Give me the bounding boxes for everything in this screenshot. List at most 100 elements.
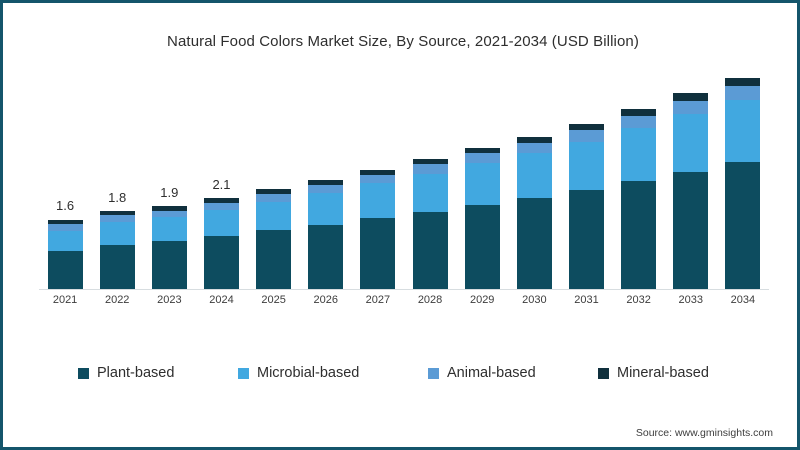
x-tick-label: 2032 bbox=[626, 294, 651, 306]
bar-segment-animal-based[interactable] bbox=[308, 185, 344, 194]
bar-segment-mineral-based[interactable] bbox=[256, 189, 292, 194]
bar-segment-mineral-based[interactable] bbox=[516, 136, 552, 143]
bar-segment-animal-based[interactable] bbox=[360, 174, 396, 184]
bar-segment-microbial-based[interactable] bbox=[412, 173, 448, 212]
plot-area: 1.6 1.8 1.9 2.1 bbox=[39, 63, 769, 289]
bar-segment-animal-based[interactable] bbox=[725, 86, 761, 101]
bar-segment-animal-based[interactable] bbox=[464, 153, 500, 164]
legend-swatch-icon bbox=[78, 367, 89, 379]
x-tick-label: 2024 bbox=[209, 294, 234, 306]
bar-column[interactable] bbox=[673, 93, 709, 289]
legend-item-plant-based[interactable]: Plant-based bbox=[78, 365, 174, 381]
bar-segment-mineral-based[interactable] bbox=[204, 197, 239, 203]
bar-stack bbox=[621, 108, 657, 289]
bar-segment-microbial-based[interactable] bbox=[360, 183, 396, 219]
bar-segment-plant-based[interactable] bbox=[725, 162, 761, 289]
bar-column[interactable] bbox=[360, 169, 396, 289]
bar-stack bbox=[360, 169, 396, 289]
bar-segment-mineral-based[interactable] bbox=[725, 78, 761, 87]
chart-legend: Plant-based Microbial-based Animal-based Mi… bbox=[3, 365, 800, 391]
bar-column[interactable]: 1.9 bbox=[151, 185, 187, 289]
bar-segment-plant-based[interactable] bbox=[516, 197, 552, 289]
bar-stack bbox=[725, 78, 761, 289]
x-tick-label: 2031 bbox=[574, 294, 599, 306]
bar-segment-microbial-based[interactable] bbox=[725, 100, 761, 163]
source-attribution: Source: www.gminsights.com bbox=[635, 427, 773, 439]
bar-segment-microbial-based[interactable] bbox=[47, 231, 83, 251]
chart-title: Natural Food Colors Market Size, By Sour… bbox=[167, 33, 639, 50]
bar-segment-animal-based[interactable] bbox=[204, 202, 239, 210]
bar-column[interactable] bbox=[621, 108, 657, 289]
bar-stack bbox=[308, 180, 344, 289]
bar-segment-microbial-based[interactable] bbox=[621, 128, 657, 181]
bar-segment-microbial-based[interactable] bbox=[569, 141, 604, 190]
bar-segment-microbial-based[interactable] bbox=[673, 114, 709, 172]
bar-stack bbox=[47, 219, 83, 289]
bar-segment-animal-based[interactable] bbox=[621, 115, 657, 129]
bar-column[interactable] bbox=[569, 123, 604, 289]
bar-segment-mineral-based[interactable] bbox=[621, 108, 657, 116]
bar-segment-microbial-based[interactable] bbox=[516, 153, 552, 198]
bar-column[interactable] bbox=[516, 136, 552, 289]
legend-item-mineral-based[interactable]: Mineral-based bbox=[598, 365, 709, 381]
bar-segment-mineral-based[interactable] bbox=[360, 169, 396, 175]
bar-column[interactable]: 1.6 bbox=[47, 198, 83, 289]
legend-item-animal-based[interactable]: Animal-based bbox=[428, 365, 536, 381]
bar-segment-plant-based[interactable] bbox=[360, 218, 396, 289]
bar-segment-mineral-based[interactable] bbox=[308, 180, 344, 186]
bar-segment-animal-based[interactable] bbox=[256, 193, 292, 202]
bar-stack bbox=[673, 93, 709, 289]
bar-segment-animal-based[interactable] bbox=[673, 100, 709, 115]
bar-segment-plant-based[interactable] bbox=[569, 189, 604, 289]
bar-segment-animal-based[interactable] bbox=[412, 164, 448, 174]
bar-segment-microbial-based[interactable] bbox=[308, 193, 344, 225]
bar-segment-mineral-based[interactable] bbox=[569, 123, 604, 130]
bar-segment-microbial-based[interactable] bbox=[99, 222, 135, 245]
x-tick-label: 2033 bbox=[678, 294, 704, 306]
bar-column[interactable]: 2.1 bbox=[204, 177, 239, 289]
x-tick-label: 2021 bbox=[52, 294, 78, 306]
bar-segment-mineral-based[interactable] bbox=[412, 158, 448, 165]
bar-segment-animal-based[interactable] bbox=[569, 129, 604, 142]
bar-segment-plant-based[interactable] bbox=[204, 235, 239, 289]
bar-segment-mineral-based[interactable] bbox=[464, 147, 500, 154]
x-tick-label: 2023 bbox=[157, 294, 182, 306]
bar-segment-plant-based[interactable] bbox=[308, 224, 344, 289]
bar-segment-animal-based[interactable] bbox=[99, 215, 135, 223]
bar-stack bbox=[99, 210, 135, 289]
bar-segment-microbial-based[interactable] bbox=[464, 163, 500, 205]
bar-segment-mineral-based[interactable] bbox=[99, 210, 135, 216]
bar-segment-microbial-based[interactable] bbox=[204, 209, 239, 236]
bar-segment-animal-based[interactable] bbox=[47, 223, 83, 232]
bar-segment-plant-based[interactable] bbox=[673, 171, 709, 289]
bar-column[interactable] bbox=[725, 78, 761, 289]
x-tick-label: 2029 bbox=[469, 294, 495, 306]
x-tick-label: 2034 bbox=[730, 294, 756, 306]
bar-segment-plant-based[interactable] bbox=[47, 250, 83, 289]
bar-segment-mineral-based[interactable] bbox=[47, 219, 83, 224]
bar-segment-plant-based[interactable] bbox=[464, 204, 500, 289]
bar-segment-plant-based[interactable] bbox=[412, 211, 448, 289]
bar-segment-microbial-based[interactable] bbox=[256, 201, 292, 231]
legend-label: Microbial-based bbox=[257, 365, 360, 381]
bar-column[interactable] bbox=[464, 147, 500, 289]
bar-segment-animal-based[interactable] bbox=[516, 142, 552, 154]
bar-column[interactable] bbox=[256, 189, 292, 289]
legend-item-microbial-based[interactable]: Microbial-based bbox=[238, 365, 359, 381]
bar-segment-mineral-based[interactable] bbox=[151, 206, 187, 211]
x-tick-label: 2026 bbox=[313, 294, 339, 306]
bar-segment-plant-based[interactable] bbox=[99, 244, 135, 289]
bar-stack bbox=[204, 197, 239, 289]
bar-column[interactable]: 1.8 bbox=[99, 190, 135, 289]
legend-swatch-icon bbox=[428, 367, 439, 379]
bar-segment-plant-based[interactable] bbox=[621, 180, 657, 289]
bar-segment-microbial-based[interactable] bbox=[151, 217, 187, 242]
bar-segment-plant-based[interactable] bbox=[256, 230, 292, 289]
bar-segment-plant-based[interactable] bbox=[151, 241, 187, 289]
x-tick-label: 2022 bbox=[104, 294, 130, 306]
bar-segment-mineral-based[interactable] bbox=[673, 93, 709, 101]
bar-value-label: 2.1 bbox=[212, 176, 231, 192]
bar-segment-animal-based[interactable] bbox=[151, 210, 187, 218]
bar-column[interactable] bbox=[412, 158, 448, 289]
bar-column[interactable] bbox=[308, 180, 344, 289]
